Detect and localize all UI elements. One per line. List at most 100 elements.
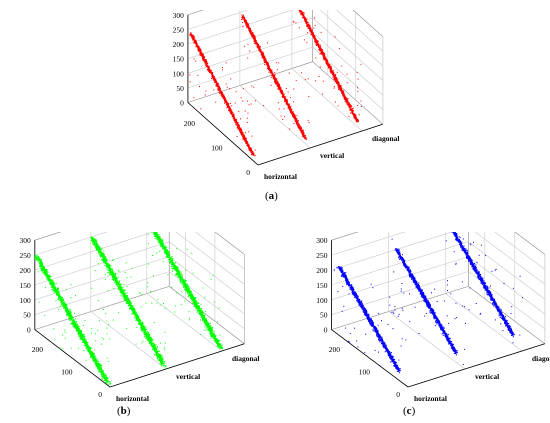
data-point (87, 348, 89, 350)
data-point (98, 371, 100, 373)
data-point (235, 120, 237, 122)
data-point (295, 120, 297, 122)
data-point (244, 136, 246, 138)
data-point (334, 79, 336, 81)
data-point (354, 116, 356, 118)
data-point (258, 49, 260, 51)
data-point (91, 356, 93, 358)
data-point (73, 319, 75, 321)
data-point (272, 72, 274, 74)
data-point (98, 363, 100, 365)
data-point (100, 368, 102, 370)
data-point (356, 119, 358, 121)
data-point (190, 34, 192, 36)
data-point (75, 321, 77, 323)
data-point (193, 39, 195, 41)
data-point (342, 93, 344, 95)
data-point (70, 318, 72, 320)
data-point (214, 82, 216, 84)
data-point (217, 83, 219, 85)
data-point (198, 46, 200, 48)
data-point (190, 34, 192, 36)
data-point (68, 318, 70, 320)
data-point (203, 60, 205, 62)
data-point (282, 96, 284, 98)
data-point (89, 347, 91, 349)
data-point (51, 283, 53, 285)
data-point (246, 23, 248, 25)
data-point (352, 112, 354, 114)
data-point (206, 64, 208, 66)
z-tick-label: 100 (173, 69, 185, 78)
data-point (76, 325, 78, 327)
data-point (41, 268, 43, 270)
data-point (229, 107, 231, 109)
data-point (319, 53, 321, 55)
data-point (211, 74, 213, 76)
data-point (81, 331, 83, 333)
data-point (247, 28, 249, 30)
z-tick-label: 250 (173, 26, 185, 35)
data-point (360, 63, 362, 65)
data-point (261, 55, 263, 57)
series-vertical (241, 14, 310, 140)
data-point (324, 53, 326, 55)
data-point (245, 137, 247, 139)
data-point (248, 25, 250, 27)
data-point (218, 88, 220, 90)
data-point (296, 118, 298, 120)
grid-line (187, 10, 249, 30)
data-point (211, 75, 213, 77)
data-point (295, 120, 297, 122)
data-point (326, 60, 328, 62)
data-point (61, 302, 63, 304)
data-point (231, 115, 233, 117)
data-point (319, 66, 321, 68)
data-point (102, 375, 104, 377)
data-point (59, 293, 61, 295)
data-point (75, 322, 77, 324)
data-point (286, 98, 288, 100)
data-point (45, 269, 47, 271)
data-point (72, 325, 74, 327)
data-point (73, 326, 75, 328)
data-point (97, 364, 99, 366)
data-point (259, 46, 261, 48)
data-point (39, 259, 41, 261)
data-point (236, 122, 238, 124)
data-point (242, 135, 244, 137)
data-point (200, 108, 202, 110)
data-point (224, 100, 226, 102)
series-vertical (90, 236, 167, 369)
data-point (57, 287, 59, 289)
data-point (351, 108, 353, 110)
data-point (293, 123, 295, 124)
data-point (46, 269, 48, 271)
data-point (326, 61, 328, 63)
data-point (96, 364, 98, 366)
data-point (42, 263, 44, 265)
data-point (306, 18, 308, 20)
data-point (44, 269, 46, 271)
data-point (290, 108, 292, 110)
data-point (291, 112, 293, 114)
data-point (206, 69, 208, 71)
data-point (66, 308, 68, 310)
data-point (56, 292, 58, 294)
data-point (249, 27, 251, 29)
data-point (90, 356, 92, 358)
data-point (295, 22, 297, 24)
data-point (56, 294, 58, 296)
data-point (287, 104, 289, 106)
data-point (298, 27, 300, 29)
data-point (287, 104, 289, 106)
data-point (54, 287, 56, 289)
data-point (97, 360, 99, 362)
data-point (250, 150, 252, 152)
data-point (273, 77, 275, 79)
data-point (222, 98, 224, 100)
data-point (89, 351, 91, 353)
data-point (40, 260, 42, 262)
data-point (100, 371, 102, 373)
data-point (192, 39, 194, 41)
